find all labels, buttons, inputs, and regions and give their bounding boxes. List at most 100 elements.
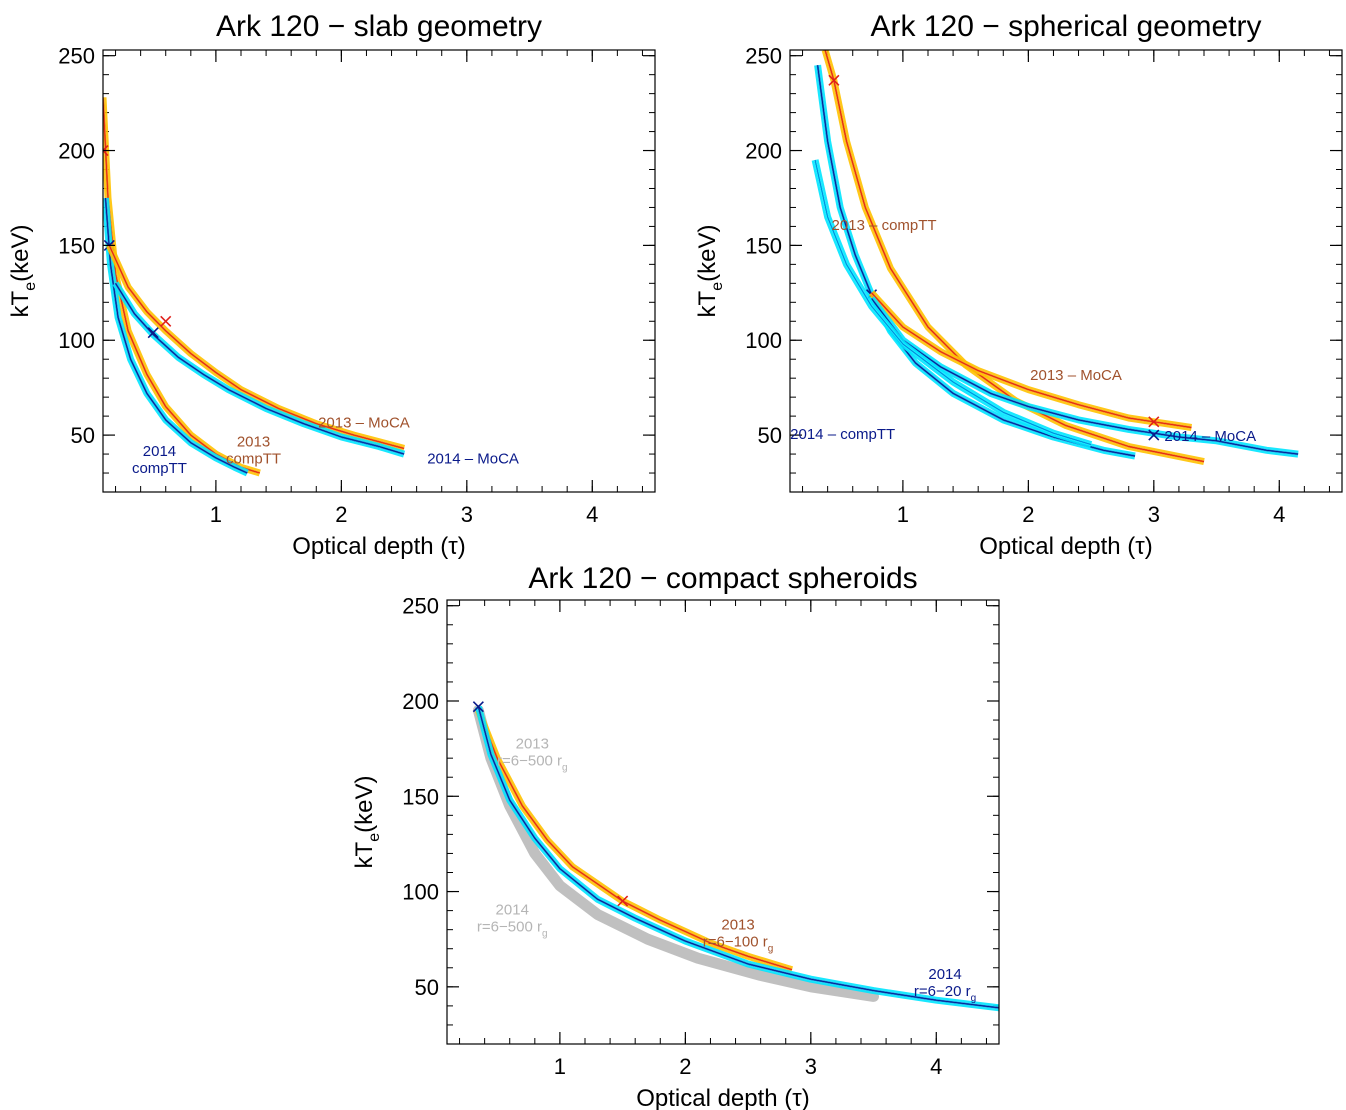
annotation-label: compTT <box>226 450 281 467</box>
annotation-label: 2014 – MoCA <box>427 451 519 468</box>
chart-panel-1: Ark 120 − slab geometry 1 2 3 4 50 100 150 200 25… <box>7 10 656 560</box>
best-fit-cross <box>103 149 109 157</box>
annotation-label: compTT <box>132 460 187 477</box>
y-tick-label: 250 <box>58 44 95 69</box>
annotation-label: 2013 <box>237 433 270 450</box>
best-fit-cross <box>828 74 840 86</box>
contour-inner <box>814 159 1092 446</box>
annotation-label: 2014 <box>143 443 176 460</box>
minor-ticks <box>447 600 999 1044</box>
chart-panel-2: Ark 120 − spherical geometry 1 2 3 4 50 100 150… <box>694 10 1343 560</box>
best-fit-cross <box>1148 416 1160 428</box>
annotation-label: 2013 – compTT <box>832 217 937 234</box>
y-tick-label: 100 <box>402 880 439 905</box>
y-tick-label: 200 <box>745 139 782 164</box>
y-axis-label-subscript: e <box>366 833 383 842</box>
contour-inner <box>477 706 999 1009</box>
x-tick-label: 4 <box>930 1054 942 1079</box>
x-tick-label: 2 <box>1022 502 1034 527</box>
best-fit-cross <box>160 315 172 327</box>
annotation-label: r=6−500 rg <box>497 753 568 774</box>
best-fit-marker <box>828 74 840 86</box>
contour-inner <box>108 245 405 449</box>
annotation-text: r=6−20 r <box>914 983 971 1000</box>
annotation-label: 2013 – MoCA <box>318 415 410 432</box>
contour-outer <box>103 197 249 477</box>
x-axis-label: Optical depth (τ) <box>979 533 1153 560</box>
plot-frame <box>446 599 1000 1045</box>
y-axis-label-units: (keV) <box>351 776 378 833</box>
best-fit-cross <box>472 701 484 713</box>
y-tick-label: 200 <box>58 139 95 164</box>
contour-inner <box>115 283 405 455</box>
y-tick-label: 150 <box>745 233 782 258</box>
best-fit-marker <box>103 144 109 157</box>
annotation-label: 2013 – MoCA <box>1030 367 1122 384</box>
plot-frame <box>102 49 656 493</box>
chart-title: Ark 120 − spherical geometry <box>870 10 1261 43</box>
contour-inner <box>477 710 793 971</box>
x-tick-label: 1 <box>897 502 909 527</box>
annotation-text: r=6−500 r <box>497 753 562 770</box>
annotation-label: 2014 – compTT <box>790 426 895 443</box>
annotation-subscript: g <box>542 928 548 939</box>
annotation-subscript: g <box>768 944 774 955</box>
y-axis-label-main: kT <box>7 290 34 317</box>
best-fit-marker <box>1148 416 1160 428</box>
contour-gap <box>814 159 1092 446</box>
x-tick-label: 2 <box>679 1054 691 1079</box>
annotation-label: 2013 <box>516 736 549 753</box>
x-tick-label: 2 <box>335 502 347 527</box>
best-fit-cross <box>147 327 159 339</box>
contour-inner <box>824 50 1205 463</box>
y-axis-label-main: kT <box>694 290 721 317</box>
x-tick-label: 4 <box>586 502 598 527</box>
y-tick-label: 50 <box>758 423 782 448</box>
contour-outer <box>811 159 1093 448</box>
x-tick-label: 4 <box>1273 502 1285 527</box>
best-fit-marker <box>160 315 172 327</box>
y-axis-label-units: (keV) <box>694 225 721 282</box>
y-axis-label: kTe(keV) <box>351 776 383 869</box>
y-axis-label-subscript: e <box>709 282 726 291</box>
chart-panel-3: Ark 120 − compact spheroids 1 2 3 4 50 100 150 2… <box>351 562 1000 1110</box>
best-fit-marker <box>1148 429 1160 441</box>
annotation-label: r=6−100 rg <box>703 934 774 955</box>
y-tick-label: 100 <box>58 328 95 353</box>
annotation-label: 2014 <box>928 966 961 983</box>
best-fit-cross <box>1148 429 1160 441</box>
annotation-text: r=6−100 r <box>703 934 768 951</box>
annotation-label: r=6−500 rg <box>477 918 548 939</box>
major-ticks <box>447 600 999 1044</box>
y-tick-label: 100 <box>745 328 782 353</box>
contour-series <box>811 50 1299 466</box>
y-tick-label: 200 <box>402 689 439 714</box>
chart-title: Ark 120 − slab geometry <box>216 10 542 43</box>
y-axis-label-main: kT <box>351 841 378 868</box>
x-tick-label: 1 <box>554 1054 566 1079</box>
chart-title: Ark 120 − compact spheroids <box>528 562 917 595</box>
major-ticks <box>103 50 655 492</box>
x-tick-label: 3 <box>1148 502 1160 527</box>
y-axis-label: kTe(keV) <box>7 225 39 318</box>
contour-inner <box>871 292 1192 428</box>
annotation-label: 2013 <box>721 917 754 934</box>
annotation-subscript: g <box>562 763 568 774</box>
y-tick-label: 250 <box>402 594 439 619</box>
x-axis-label: Optical depth (τ) <box>292 533 466 560</box>
plot-frame <box>789 49 1343 493</box>
x-axis-label: Optical depth (τ) <box>636 1085 810 1110</box>
y-axis-label-subscript: e <box>22 282 39 291</box>
y-tick-label: 50 <box>71 423 95 448</box>
x-tick-label: 3 <box>461 502 473 527</box>
annotation-label: r=6−20 rg <box>914 983 976 1004</box>
x-tick-label: 1 <box>210 502 222 527</box>
x-tick-label: 3 <box>805 1054 817 1079</box>
contour-inner <box>105 197 248 474</box>
y-tick-label: 150 <box>58 233 95 258</box>
best-fit-marker <box>472 701 484 713</box>
annotation-subscript: g <box>971 993 977 1004</box>
y-axis-label-units: (keV) <box>7 225 34 282</box>
y-tick-label: 150 <box>402 784 439 809</box>
